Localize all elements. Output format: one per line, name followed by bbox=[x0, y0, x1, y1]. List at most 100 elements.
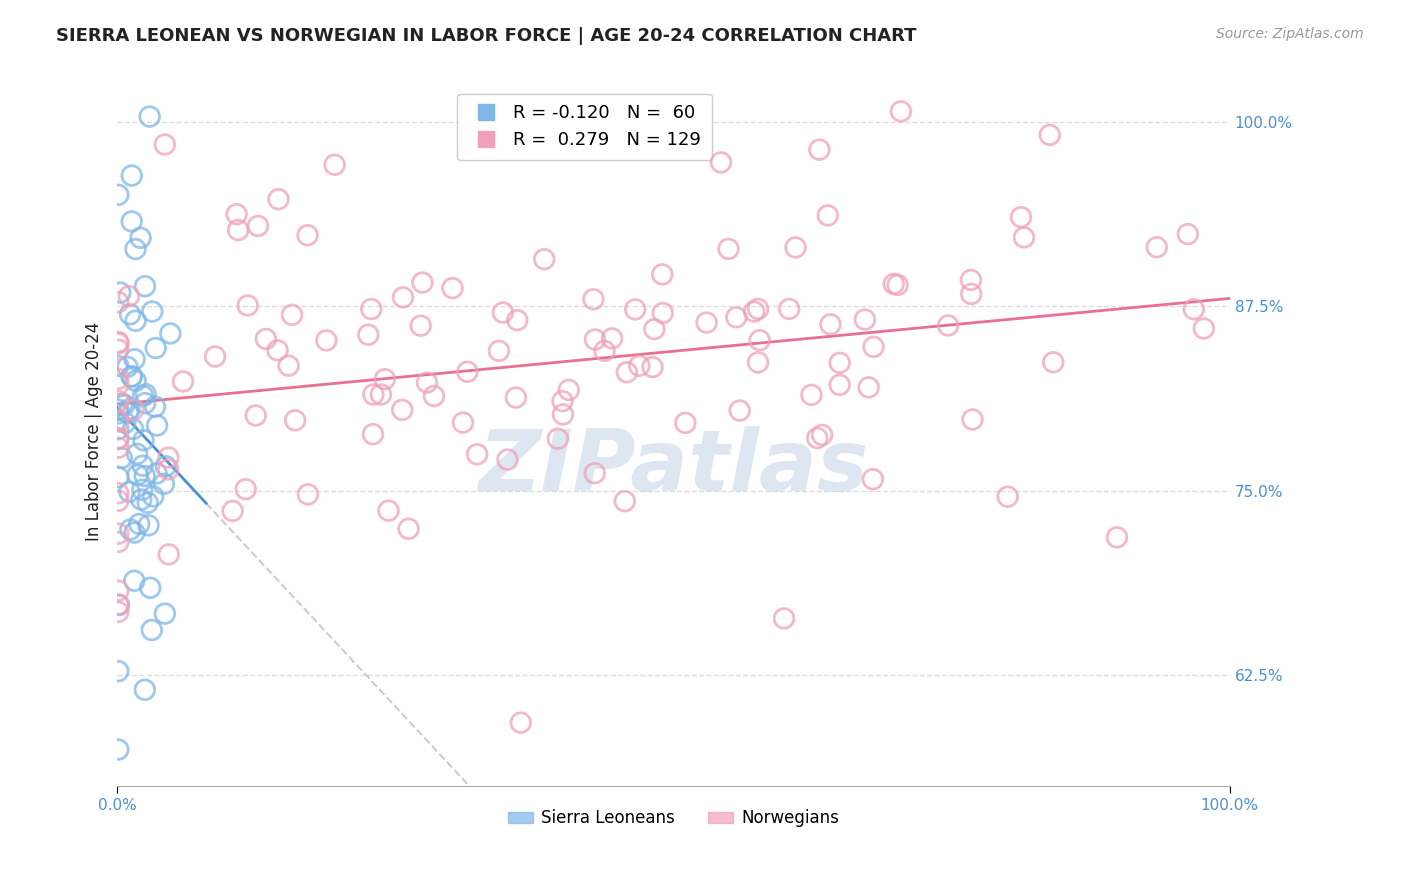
Point bbox=[785, 240, 807, 254]
Point bbox=[107, 335, 129, 350]
Point bbox=[1105, 530, 1128, 544]
Point bbox=[1010, 210, 1032, 224]
Point bbox=[820, 318, 842, 332]
Point bbox=[107, 493, 129, 508]
Point bbox=[583, 333, 606, 347]
Point bbox=[128, 516, 150, 531]
Point bbox=[121, 369, 143, 384]
Point bbox=[277, 359, 299, 373]
Point bbox=[800, 388, 823, 402]
Point bbox=[1146, 240, 1168, 254]
Point bbox=[107, 402, 129, 417]
Point bbox=[547, 432, 569, 446]
Point bbox=[374, 372, 396, 386]
Point bbox=[962, 412, 984, 426]
Point bbox=[112, 398, 135, 412]
Point bbox=[107, 372, 129, 386]
Point bbox=[828, 377, 851, 392]
Text: Source: ZipAtlas.com: Source: ZipAtlas.com bbox=[1216, 27, 1364, 41]
Point bbox=[107, 742, 129, 756]
Point bbox=[628, 359, 651, 373]
Point bbox=[124, 574, 146, 588]
Point bbox=[121, 169, 143, 183]
Point bbox=[146, 418, 169, 433]
Point bbox=[107, 343, 129, 357]
Point bbox=[107, 486, 129, 500]
Point bbox=[141, 304, 163, 318]
Point bbox=[122, 422, 145, 436]
Point bbox=[624, 302, 647, 317]
Point bbox=[246, 219, 269, 233]
Point bbox=[747, 301, 769, 316]
Point bbox=[392, 290, 415, 304]
Point bbox=[747, 355, 769, 369]
Point bbox=[134, 682, 156, 697]
Text: ZIPatlas: ZIPatlas bbox=[478, 425, 869, 508]
Point bbox=[1012, 230, 1035, 244]
Point bbox=[107, 406, 129, 420]
Y-axis label: In Labor Force | Age 20-24: In Labor Force | Age 20-24 bbox=[86, 322, 103, 541]
Point bbox=[254, 332, 277, 346]
Point bbox=[323, 158, 346, 172]
Point bbox=[558, 383, 581, 397]
Point bbox=[107, 422, 129, 436]
Point bbox=[107, 526, 129, 541]
Point bbox=[145, 467, 167, 481]
Point bbox=[124, 242, 146, 256]
Point bbox=[107, 598, 129, 612]
Point bbox=[120, 307, 142, 321]
Point bbox=[1039, 128, 1062, 142]
Point bbox=[117, 406, 139, 420]
Point bbox=[221, 504, 243, 518]
Point bbox=[107, 583, 129, 598]
Point bbox=[129, 231, 152, 245]
Point bbox=[582, 292, 605, 306]
Point bbox=[423, 389, 446, 403]
Point bbox=[710, 155, 733, 169]
Point bbox=[886, 277, 908, 292]
Point bbox=[1182, 302, 1205, 317]
Point bbox=[157, 450, 180, 465]
Point bbox=[235, 482, 257, 496]
Point bbox=[107, 432, 129, 446]
Point bbox=[157, 548, 180, 562]
Point bbox=[641, 360, 664, 375]
Point bbox=[225, 207, 247, 221]
Point bbox=[267, 192, 290, 206]
Point bbox=[509, 715, 531, 730]
Point bbox=[409, 318, 432, 333]
Point bbox=[107, 377, 129, 392]
Point bbox=[122, 402, 145, 417]
Point bbox=[853, 312, 876, 326]
Point bbox=[107, 441, 129, 455]
Point bbox=[696, 316, 718, 330]
Point bbox=[583, 467, 606, 481]
Point bbox=[748, 333, 770, 347]
Point bbox=[129, 492, 152, 507]
Point bbox=[118, 484, 141, 499]
Point bbox=[107, 431, 129, 445]
Point bbox=[124, 314, 146, 328]
Point bbox=[960, 273, 983, 287]
Point bbox=[643, 322, 665, 336]
Point bbox=[121, 369, 143, 384]
Point bbox=[110, 285, 132, 300]
Point bbox=[153, 477, 176, 491]
Point bbox=[960, 287, 983, 301]
Point bbox=[108, 598, 131, 612]
Text: SIERRA LEONEAN VS NORWEGIAN IN LABOR FORCE | AGE 20-24 CORRELATION CHART: SIERRA LEONEAN VS NORWEGIAN IN LABOR FOR… bbox=[56, 27, 917, 45]
Point bbox=[1240, 105, 1263, 120]
Point bbox=[806, 431, 828, 445]
Point bbox=[107, 664, 129, 678]
Point bbox=[363, 387, 385, 401]
Point bbox=[773, 611, 796, 625]
Legend: Sierra Leoneans, Norwegians: Sierra Leoneans, Norwegians bbox=[501, 803, 846, 834]
Point bbox=[600, 331, 623, 345]
Point bbox=[651, 268, 673, 282]
Point bbox=[416, 376, 439, 390]
Point bbox=[117, 359, 139, 374]
Point bbox=[107, 605, 129, 619]
Point bbox=[142, 490, 165, 504]
Point bbox=[134, 396, 156, 410]
Point bbox=[134, 469, 156, 483]
